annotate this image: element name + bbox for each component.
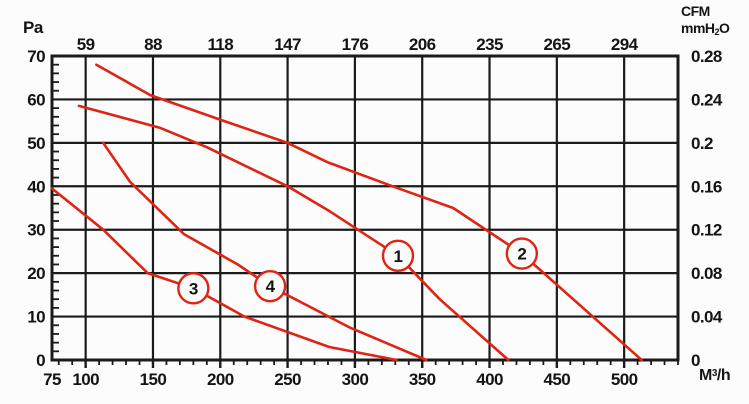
right-axis-unit-suffix: O — [719, 20, 730, 36]
bottom-axis-label: 450 — [544, 370, 571, 389]
bottom-axis-unit-suffix: /h — [716, 367, 731, 384]
bottom-axis-unit-prefix: M — [699, 367, 712, 384]
top-axis-label: 235 — [476, 35, 503, 54]
bottom-axis-label: 75 — [43, 370, 61, 389]
right-axis-label: 0.08 — [691, 264, 722, 283]
bottom-axis-label: 250 — [274, 370, 301, 389]
right-axis-label: 0.16 — [691, 177, 722, 196]
right-axis-label: 0.28 — [691, 47, 722, 66]
curve-4-marker — [253, 269, 287, 303]
top-axis-label: 118 — [207, 35, 233, 54]
top-axis-label: 59 — [77, 35, 95, 54]
left-axis-label: 50 — [27, 134, 45, 153]
plot-border — [50, 54, 680, 362]
left-axis-label: 40 — [27, 177, 45, 196]
left-axis-label: 30 — [27, 221, 45, 240]
bottom-axis-label: 150 — [140, 370, 167, 389]
curve-1-line — [77, 104, 510, 362]
top-axis-label: 147 — [274, 35, 301, 54]
curve-3-marker-number: 3 — [189, 279, 198, 298]
bottom-axis-label: 300 — [342, 370, 369, 389]
curve-3-line — [50, 187, 398, 362]
top-axis-label: 88 — [144, 35, 162, 54]
right-axis-unit-prefix: mmH — [681, 20, 715, 36]
right-axis-label: 0.04 — [691, 308, 723, 327]
right-axis-unit-label: mmH2O — [681, 20, 730, 37]
curve-3-marker — [177, 272, 210, 305]
top-axis-label: 176 — [342, 35, 369, 54]
bottom-axis-unit-label: M3/h — [699, 367, 731, 385]
right-axis-label: 0 — [691, 351, 700, 370]
bottom-axis-label: 500 — [611, 370, 638, 389]
left-axis-label: 20 — [27, 264, 45, 283]
bottom-axis-label: 400 — [476, 370, 503, 389]
bottom-axis-label: 350 — [409, 370, 436, 389]
left-axis-label: 60 — [27, 90, 45, 109]
left-axis-label: 70 — [27, 47, 45, 66]
bottom-axis-unit-superscript: 3 — [711, 368, 718, 379]
left-axis-label: 10 — [27, 308, 45, 327]
right-axis-label: 0.12 — [691, 221, 722, 240]
curve-2-line — [95, 63, 644, 362]
right-axis-label: 0.24 — [691, 90, 723, 109]
left-axis-label: 0 — [36, 351, 45, 370]
bottom-axis-label: 200 — [207, 370, 234, 389]
curve-1-marker — [381, 239, 415, 272]
curve-4-line — [101, 141, 428, 362]
right-axis-label: 0.2 — [691, 134, 713, 153]
right-axis-unit-subscript: 2 — [714, 27, 720, 37]
curve-4-marker-number: 4 — [266, 277, 276, 296]
left-axis-unit-label: Pa — [23, 18, 43, 37]
curve-2-marker-number: 2 — [517, 245, 526, 264]
bottom-axis-label: 100 — [72, 370, 99, 389]
top-axis-label: 265 — [544, 35, 571, 54]
curve-2-marker — [505, 237, 539, 270]
top-axis-label: 294 — [611, 35, 639, 54]
top-axis-label: 206 — [409, 35, 436, 54]
curve-1-marker-number: 1 — [394, 247, 403, 266]
top-axis-unit-label: CFM — [681, 3, 710, 19]
